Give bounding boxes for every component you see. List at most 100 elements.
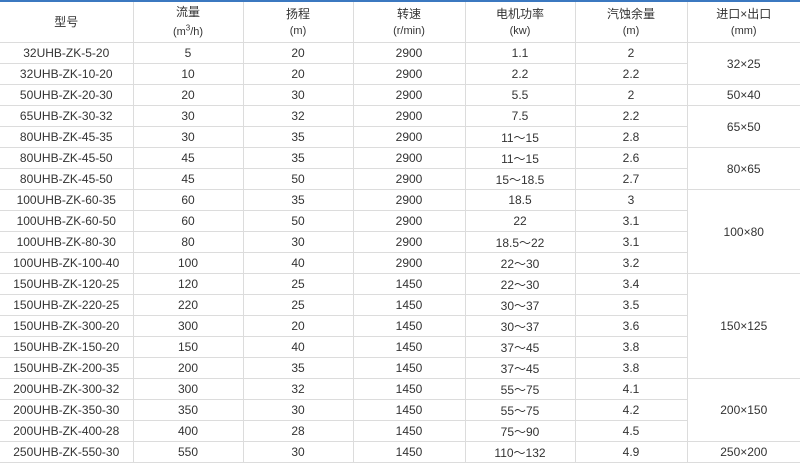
cell-port: 200×150 xyxy=(686,378,800,442)
cell-head: 30 xyxy=(242,441,354,463)
header-power: 电机功率 (kw) xyxy=(464,0,576,43)
cell-npsh: 2.2 xyxy=(574,63,687,85)
cell-head: 35 xyxy=(242,189,354,211)
table-row: 150UHB-ZK-150-20 150 40 1450 37～45 3.8 xyxy=(0,336,800,358)
cell-speed: 2900 xyxy=(352,63,466,85)
cell-head: 32 xyxy=(242,105,354,127)
cell-flow: 60 xyxy=(132,189,244,211)
cell-speed: 2900 xyxy=(352,147,466,169)
cell-npsh: 3.8 xyxy=(574,357,687,379)
cell-port: 65×50 xyxy=(686,105,800,148)
table-row: 80UHB-ZK-45-50 45 50 2900 15～18.5 2.7 xyxy=(0,168,800,190)
table-row: 200UHB-ZK-350-30 350 30 1450 55～75 4.2 xyxy=(0,399,800,421)
cell-model: 150UHB-ZK-150-20 xyxy=(0,336,134,358)
cell-power: 22 xyxy=(464,210,576,232)
cell-flow: 220 xyxy=(132,294,244,316)
cell-speed: 2900 xyxy=(352,42,466,64)
cell-power: 55～75 xyxy=(464,378,576,400)
cell-head: 30 xyxy=(242,84,354,106)
cell-flow: 350 xyxy=(132,399,244,421)
cell-flow: 100 xyxy=(132,252,244,274)
cell-flow: 80 xyxy=(132,231,244,253)
cell-npsh: 3.6 xyxy=(574,315,687,337)
cell-speed: 1450 xyxy=(352,378,466,400)
table-row: 150UHB-ZK-120-25 120 25 1450 22～30 3.4 150×125 xyxy=(0,273,800,379)
cell-model: 200UHB-ZK-350-30 xyxy=(0,399,134,421)
table-row: 200UHB-ZK-300-32 300 32 1450 55～75 4.1 200×150 xyxy=(0,378,800,442)
cell-power: 37～45 xyxy=(464,336,576,358)
cell-flow: 200 xyxy=(132,357,244,379)
cell-power: 2.2 xyxy=(464,63,576,85)
header-speed: 转速 (r/min) xyxy=(352,0,466,43)
table-row: 32UHB-ZK-10-20 10 20 2900 2.2 2.2 xyxy=(0,63,800,85)
cell-model: 100UHB-ZK-80-30 xyxy=(0,231,134,253)
cell-speed: 1450 xyxy=(352,294,466,316)
cell-head: 40 xyxy=(242,336,354,358)
cell-npsh: 2.7 xyxy=(574,168,687,190)
table-row: 80UHB-ZK-45-35 30 35 2900 11～15 2.8 xyxy=(0,126,800,148)
cell-npsh: 2 xyxy=(574,84,688,106)
cell-model: 100UHB-ZK-60-50 xyxy=(0,210,134,232)
cell-head: 20 xyxy=(242,63,354,85)
cell-model: 65UHB-ZK-30-32 xyxy=(0,105,134,127)
header-model: 型号 xyxy=(0,0,134,43)
cell-model: 32UHB-ZK-10-20 xyxy=(0,63,134,85)
cell-head: 25 xyxy=(242,294,354,316)
cell-power: 55～75 xyxy=(464,399,576,421)
cell-power: 18.5 xyxy=(464,189,576,211)
cell-npsh: 2.2 xyxy=(574,105,688,127)
cell-flow: 400 xyxy=(132,420,244,442)
cell-speed: 1450 xyxy=(352,441,466,463)
cell-npsh: 2.6 xyxy=(574,147,688,169)
cell-power: 110～132 xyxy=(464,441,576,463)
cell-flow: 10 xyxy=(132,63,244,85)
cell-port: 100×80 xyxy=(686,189,800,274)
cell-model: 150UHB-ZK-220-25 xyxy=(0,294,134,316)
cell-speed: 2900 xyxy=(352,105,466,127)
table-row: 100UHB-ZK-100-40 100 40 2900 22～30 3.2 xyxy=(0,252,800,274)
table-row: 50UHB-ZK-20-30 20 30 2900 5.5 2 50×40 xyxy=(0,84,800,106)
cell-model: 150UHB-ZK-300-20 xyxy=(0,315,134,337)
header-port: 进口×出口 (mm) xyxy=(686,0,800,43)
cell-head: 50 xyxy=(242,210,354,232)
cell-head: 50 xyxy=(242,168,354,190)
cell-model: 50UHB-ZK-20-30 xyxy=(0,84,134,106)
cell-power: 15～18.5 xyxy=(464,168,576,190)
cell-flow: 300 xyxy=(132,315,244,337)
cell-port: 250×200 xyxy=(686,441,800,463)
cell-power: 30～37 xyxy=(464,294,576,316)
table-row: 250UHB-ZK-550-30 550 30 1450 110～132 4.9 250×2… xyxy=(0,441,800,463)
cell-head: 30 xyxy=(242,231,354,253)
cell-model: 32UHB-ZK-5-20 xyxy=(0,42,134,64)
cell-speed: 1450 xyxy=(352,420,466,442)
cell-speed: 2900 xyxy=(352,210,466,232)
cell-npsh: 3.1 xyxy=(574,210,687,232)
cell-head: 28 xyxy=(242,420,354,442)
cell-power: 11～15 xyxy=(464,147,576,169)
cell-npsh: 3.2 xyxy=(574,252,687,274)
cell-npsh: 2 xyxy=(574,42,688,64)
cell-flow: 300 xyxy=(132,378,244,400)
cell-power: 30～37 xyxy=(464,315,576,337)
cell-speed: 2900 xyxy=(352,252,466,274)
cell-power: 11～15 xyxy=(464,126,576,148)
cell-speed: 1450 xyxy=(352,399,466,421)
cell-power: 22～30 xyxy=(464,252,576,274)
cell-head: 30 xyxy=(242,399,354,421)
cell-head: 25 xyxy=(242,273,354,295)
cell-power: 22～30 xyxy=(464,273,576,295)
cell-model: 80UHB-ZK-45-50 xyxy=(0,168,134,190)
cell-port: 150×125 xyxy=(686,273,800,379)
cell-power: 5.5 xyxy=(464,84,576,106)
cell-head: 32 xyxy=(242,378,354,400)
cell-model: 80UHB-ZK-45-35 xyxy=(0,126,134,148)
cell-power: 37～45 xyxy=(464,357,576,379)
cell-speed: 2900 xyxy=(352,84,466,106)
cell-flow: 30 xyxy=(132,126,244,148)
cell-model: 100UHB-ZK-60-35 xyxy=(0,189,134,211)
cell-head: 20 xyxy=(242,315,354,337)
table-row: 100UHB-ZK-60-35 60 35 2900 18.5 3 100×80 xyxy=(0,189,800,274)
header-flow: 流量 (m3/h) xyxy=(132,0,244,43)
cell-speed: 1450 xyxy=(352,357,466,379)
